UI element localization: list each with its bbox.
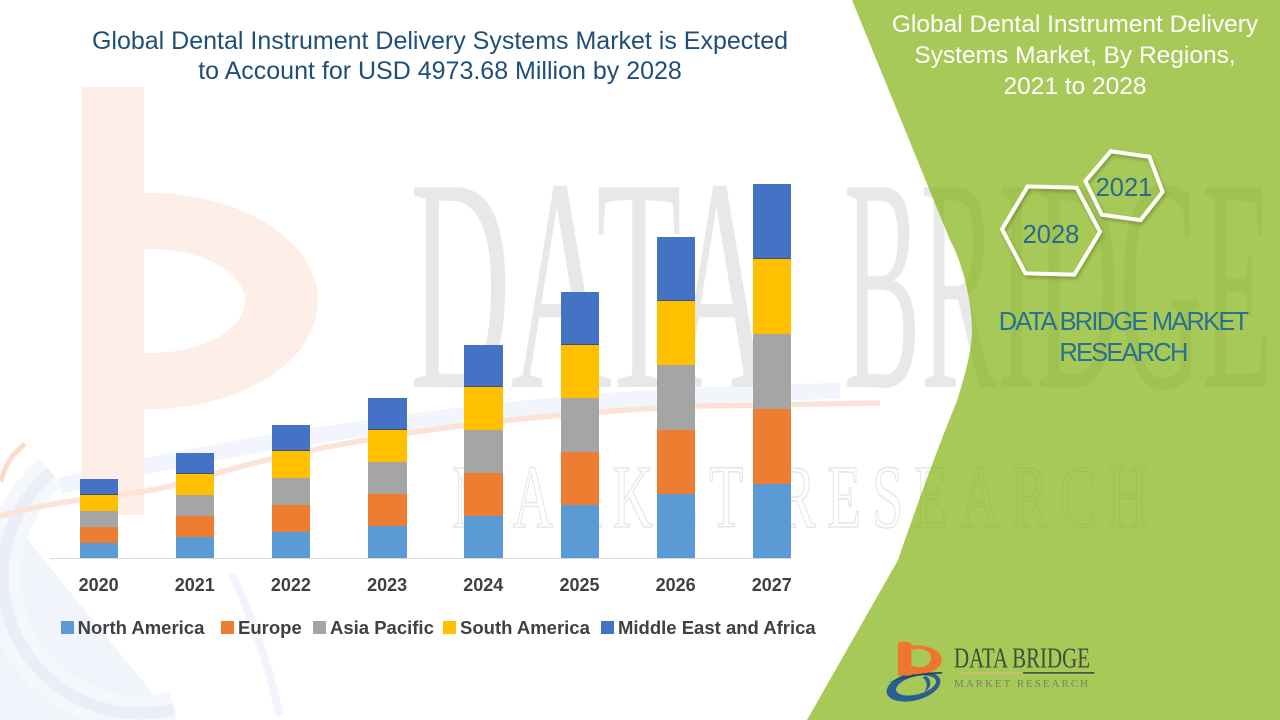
- svg-text:MARKET RESEARCH: MARKET RESEARCH: [954, 678, 1088, 690]
- svg-text:2021: 2021: [1096, 174, 1153, 202]
- svg-text:MARKET RESEARCH: MARKET RESEARCH: [452, 448, 1159, 548]
- svg-text:DATA BRIDGE: DATA BRIDGE: [954, 644, 1090, 675]
- svg-text:2028: 2028: [1023, 221, 1080, 249]
